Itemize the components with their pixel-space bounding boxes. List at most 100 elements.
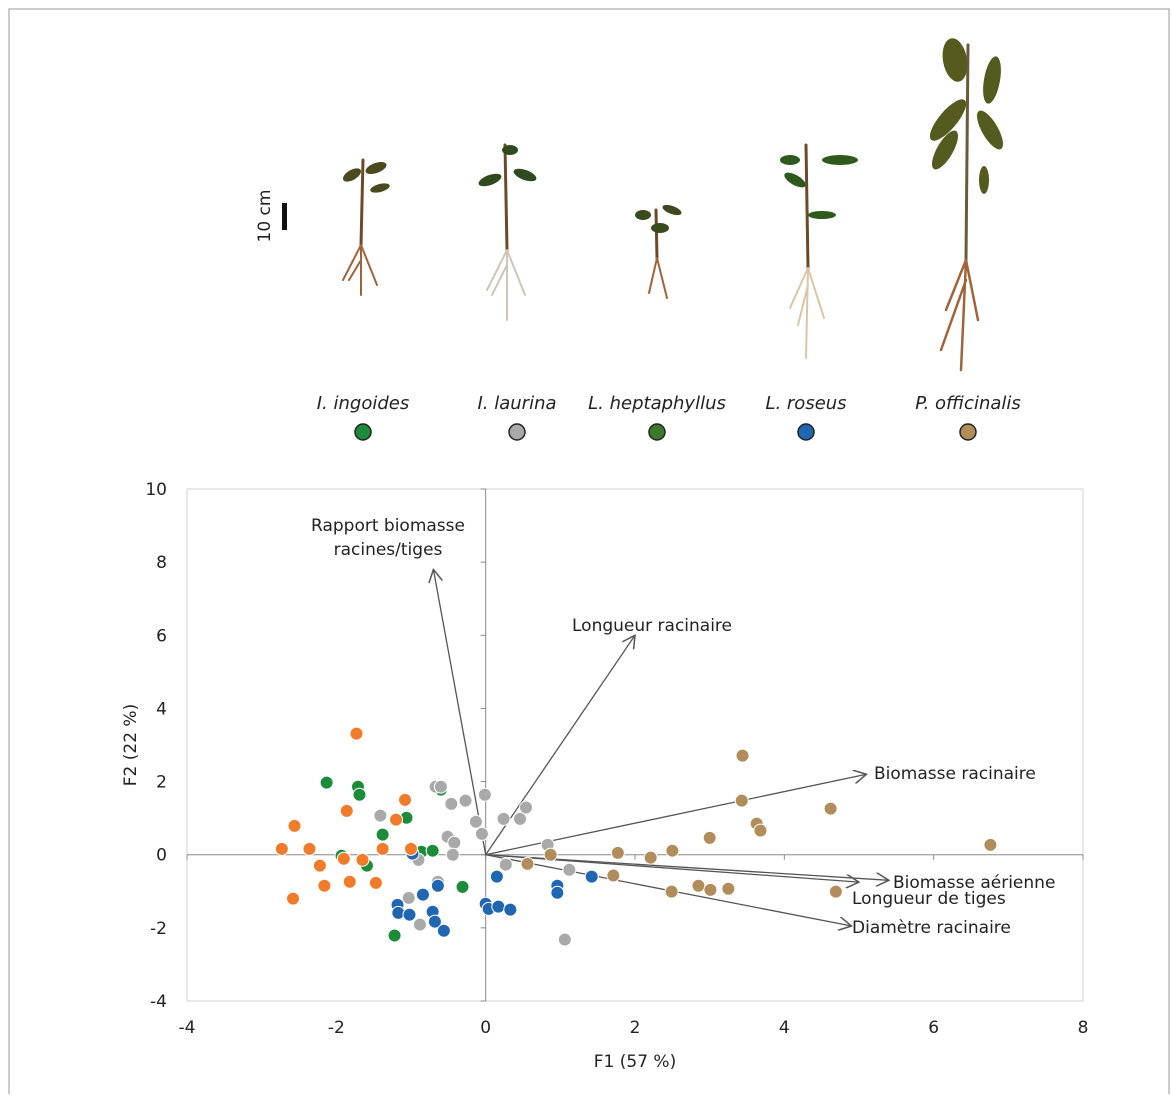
- point: [489, 869, 504, 884]
- point: [468, 814, 483, 829]
- point: [425, 843, 440, 858]
- loading-vector: [485, 635, 635, 856]
- point: [503, 902, 518, 917]
- point: [496, 811, 511, 826]
- vector-label: Rapport biomasse: [311, 516, 465, 536]
- point: [702, 830, 717, 845]
- legend-swatch: [648, 423, 666, 441]
- point: [427, 914, 442, 929]
- y-axis-label: F2 (22 %): [121, 704, 141, 786]
- scale-label: 10 cm: [255, 190, 275, 243]
- x-tick-label: -4: [179, 1018, 196, 1038]
- point: [389, 812, 404, 827]
- point: [373, 808, 388, 823]
- vector-label: racines/tiges: [334, 540, 443, 560]
- point: [319, 775, 334, 790]
- point: [398, 792, 413, 807]
- y-tick-label: -2: [150, 919, 167, 939]
- plant: [342, 158, 390, 296]
- legend-label: I. ingoides: [317, 393, 409, 414]
- legend-label: I. laurina: [477, 393, 556, 414]
- point: [550, 885, 565, 900]
- point: [513, 811, 528, 826]
- point: [557, 932, 572, 947]
- point: [404, 841, 418, 856]
- point: [520, 856, 535, 871]
- y-tick-label: 6: [156, 626, 167, 646]
- point: [828, 884, 843, 899]
- plot-area: [186, 488, 1084, 1002]
- point: [415, 887, 430, 902]
- vector-label: Biomasse aérienne: [893, 873, 1055, 893]
- legend-swatch: [508, 423, 526, 441]
- point: [477, 787, 492, 802]
- point: [584, 869, 599, 884]
- point: [430, 878, 445, 893]
- legend-swatch: [959, 423, 977, 441]
- x-tick-label: 0: [480, 1018, 491, 1038]
- x-tick-label: -2: [328, 1018, 345, 1038]
- point: [447, 835, 462, 850]
- point: [339, 803, 354, 818]
- loading-vector: [433, 569, 487, 855]
- point: [455, 879, 470, 894]
- frame: [8, 8, 1170, 1098]
- point: [286, 891, 301, 906]
- plants: [342, 38, 1003, 372]
- plant: [780, 143, 858, 359]
- point: [433, 779, 448, 794]
- point: [401, 890, 416, 905]
- x-axis-label: F1 (57 %): [594, 1052, 676, 1072]
- vector-label: Longueur de tiges: [852, 889, 1006, 909]
- plant: [478, 143, 537, 321]
- point: [491, 899, 506, 914]
- point: [543, 847, 558, 862]
- point: [287, 818, 302, 833]
- plant: [635, 204, 682, 299]
- point: [665, 843, 680, 858]
- point: [691, 878, 706, 893]
- point: [474, 826, 489, 841]
- point: [375, 841, 390, 856]
- point: [436, 923, 451, 938]
- point: [983, 837, 998, 852]
- point: [703, 882, 718, 897]
- point: [274, 841, 289, 856]
- legend-swatch: [354, 423, 372, 441]
- point: [342, 874, 357, 889]
- point: [302, 841, 317, 856]
- x-tick-label: 6: [928, 1018, 939, 1038]
- legend-swatch: [797, 423, 815, 441]
- point: [412, 917, 427, 932]
- point: [445, 847, 460, 862]
- point: [458, 793, 473, 808]
- point: [664, 884, 679, 899]
- point: [610, 845, 625, 860]
- point: [518, 800, 533, 815]
- point: [753, 823, 768, 838]
- point: [734, 793, 749, 808]
- y-tick-label: 4: [156, 699, 167, 719]
- point: [444, 796, 459, 811]
- plant: [929, 38, 1003, 372]
- point: [562, 862, 577, 877]
- y-tick-label: -4: [150, 992, 167, 1012]
- scale-bar: [282, 203, 287, 230]
- x-tick-label: 8: [1078, 1018, 1089, 1038]
- point: [402, 907, 417, 922]
- x-tick-label: 2: [630, 1018, 641, 1038]
- point: [336, 851, 351, 866]
- point: [368, 875, 383, 890]
- vector-label: Biomasse racinaire: [874, 764, 1036, 784]
- point: [312, 858, 327, 873]
- point: [721, 881, 736, 896]
- point: [352, 787, 367, 802]
- point: [823, 801, 838, 816]
- loading-vector: [485, 854, 859, 882]
- legend-label: P. officinalis: [915, 393, 1021, 414]
- y-tick-label: 0: [156, 846, 167, 866]
- point: [498, 857, 513, 872]
- point: [606, 868, 621, 883]
- point: [643, 850, 658, 865]
